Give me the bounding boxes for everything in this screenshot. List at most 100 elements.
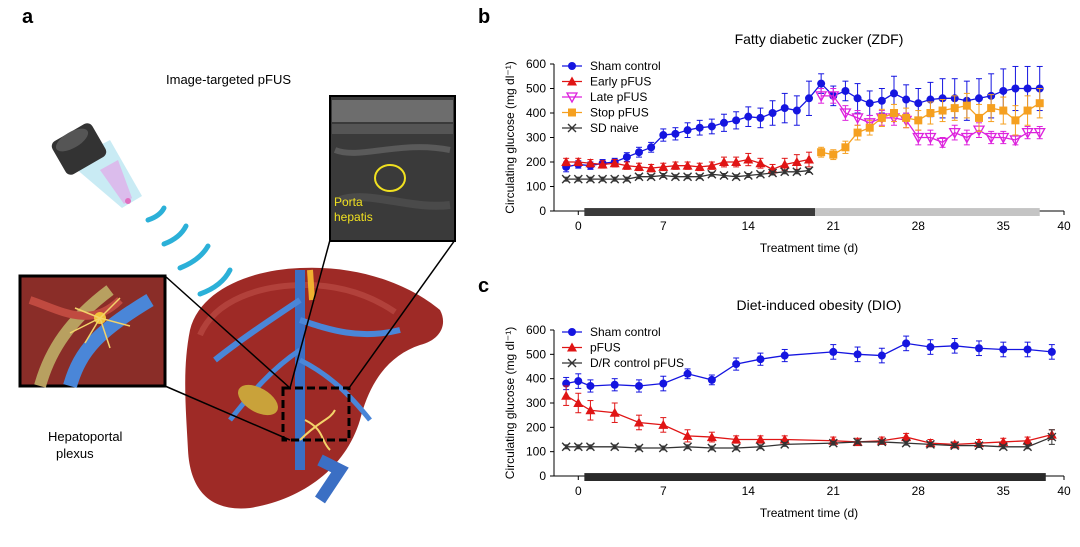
y-tick-label: 500: [526, 347, 546, 361]
data-point: [877, 351, 886, 360]
data-point: [610, 442, 620, 452]
y-axis-label: Circulating glucose (mg dl⁻¹): [503, 61, 517, 213]
y-tick-label: 400: [526, 106, 546, 120]
x-tick-label: 28: [912, 484, 926, 498]
data-point: [755, 434, 766, 444]
data-point: [902, 339, 911, 348]
data-point: [646, 163, 657, 173]
data-point: [658, 170, 668, 180]
x-tick-label: 21: [827, 484, 841, 498]
legend-label: Stop pFUS: [590, 106, 649, 120]
data-point: [658, 419, 669, 429]
data-point: [853, 94, 862, 103]
data-point: [997, 132, 1010, 144]
legend-label: Late pFUS: [590, 90, 647, 104]
data-point: [610, 380, 619, 389]
y-tick-label: 0: [539, 204, 546, 218]
data-point: [815, 91, 828, 103]
data-point: [779, 159, 790, 169]
data-point: [851, 113, 864, 125]
transducer-icon: [51, 123, 142, 208]
series-line: [566, 82, 1040, 168]
legend-marker: [567, 76, 577, 86]
x-axis-label: Treatment time (d): [760, 506, 858, 520]
data-point: [901, 432, 912, 442]
data-point: [634, 443, 644, 453]
data-point: [1047, 432, 1057, 442]
data-point: [839, 108, 852, 120]
legend-marker: [565, 92, 579, 104]
data-point: [731, 443, 741, 453]
data-point: [877, 96, 886, 105]
data-point: [658, 161, 669, 171]
plexus-magnified-inset: [18, 274, 167, 388]
plexus-label-line1: Hepatoportal: [48, 429, 123, 444]
data-point: [950, 441, 960, 451]
data-point: [987, 104, 996, 113]
data-point: [1011, 116, 1020, 125]
data-point: [732, 360, 741, 369]
data-point: [768, 109, 777, 117]
legend-label: SD naive: [590, 121, 639, 135]
data-point: [695, 123, 704, 132]
data-point: [622, 174, 632, 184]
plexus-label: Hepatoportal plexus: [48, 428, 122, 462]
data-point: [926, 109, 935, 117]
plexus-label-line2: plexus: [56, 446, 94, 461]
x-tick-label: 14: [742, 484, 756, 498]
data-point: [827, 91, 840, 103]
data-point: [732, 116, 741, 125]
data-point: [707, 122, 716, 131]
y-tick-label: 100: [526, 445, 546, 459]
data-point: [755, 442, 765, 452]
data-point: [1023, 442, 1033, 452]
data-point: [561, 390, 572, 400]
data-point: [573, 398, 584, 407]
data-point: [561, 174, 571, 184]
data-point: [707, 169, 717, 179]
x-tick-label: 0: [575, 484, 582, 498]
treatment-bar: [584, 473, 1046, 481]
data-point: [585, 442, 595, 452]
legend-marker: [567, 358, 577, 368]
series-d-r-control-pfus: [561, 429, 1057, 453]
data-point: [998, 442, 1008, 452]
x-tick-label: 40: [1057, 219, 1071, 233]
data-point: [573, 157, 584, 166]
data-point: [890, 109, 898, 117]
chart-dio: Diet-induced obesity (DIO)01002003004005…: [503, 297, 1071, 520]
data-point: [622, 153, 631, 162]
data-point: [731, 157, 742, 166]
data-point: [597, 159, 608, 169]
panel-a-caption: Image-targeted pFUS: [166, 72, 292, 87]
data-point: [706, 432, 717, 442]
data-point: [804, 154, 814, 164]
data-point: [975, 113, 983, 122]
y-tick-label: 300: [526, 131, 546, 145]
data-point: [792, 106, 801, 115]
legend-label: pFUS: [590, 341, 621, 355]
ultrasound-image-inset: [329, 95, 456, 242]
data-point: [1023, 345, 1032, 354]
data-point: [853, 350, 862, 359]
data-point: [1023, 84, 1032, 93]
y-tick-label: 500: [526, 82, 546, 96]
x-tick-label: 35: [997, 219, 1011, 233]
data-point: [925, 439, 935, 449]
legend-marker: [568, 328, 576, 336]
y-tick-label: 600: [526, 323, 546, 337]
data-point: [731, 172, 741, 182]
legend-marker: [567, 123, 577, 133]
data-point: [1021, 127, 1034, 139]
y-axis-label: Circulating glucose (mg dl⁻¹): [503, 327, 517, 479]
data-point: [635, 148, 643, 157]
data-point: [999, 86, 1008, 95]
data-point: [574, 377, 583, 386]
legend-label: Sham control: [590, 325, 661, 339]
data-point: [609, 407, 620, 417]
data-point: [561, 442, 571, 452]
data-point: [865, 123, 874, 132]
x-axis-label: Treatment time (d): [760, 241, 858, 255]
treatment-bar: [815, 208, 1040, 216]
